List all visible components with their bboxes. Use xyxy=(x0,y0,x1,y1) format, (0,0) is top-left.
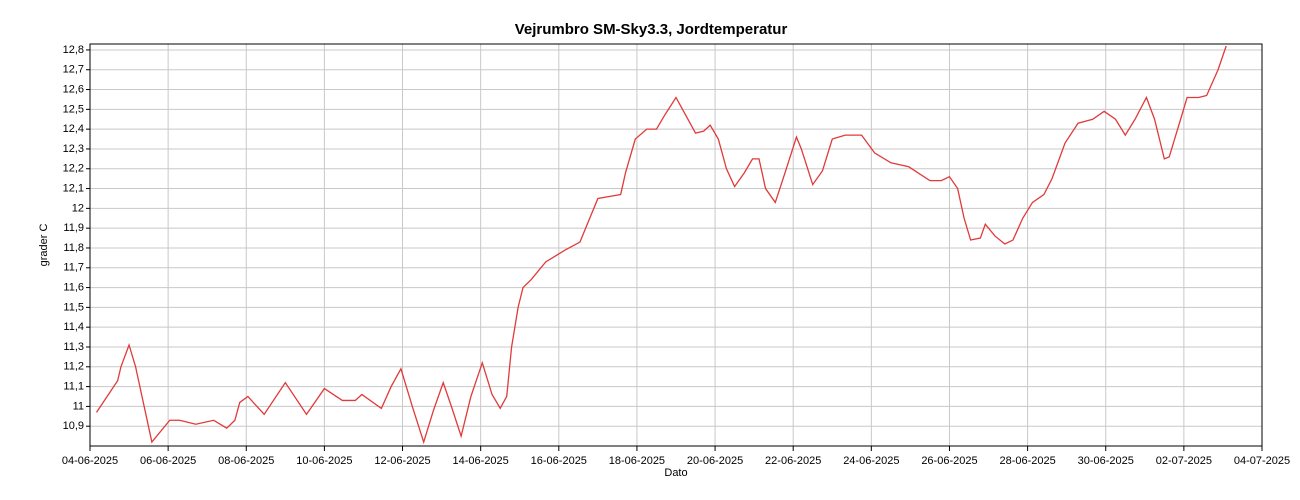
x-tick-label: 20-06-2025 xyxy=(687,455,743,467)
y-tick-label: 12,2 xyxy=(63,163,84,175)
x-tick-label: 18-06-2025 xyxy=(609,455,665,467)
y-tick-label: 12,7 xyxy=(63,64,84,76)
y-tick-label: 12,3 xyxy=(63,143,84,155)
plot-frame xyxy=(89,43,1263,447)
y-tick-label: 12,8 xyxy=(63,44,84,56)
y-tick-label: 11,6 xyxy=(63,281,84,293)
y-tick-label: 11,8 xyxy=(63,242,84,254)
x-tick-label: 04-07-2025 xyxy=(1234,455,1290,467)
x-tick-label: 08-06-2025 xyxy=(218,455,274,467)
x-tick-label: 28-06-2025 xyxy=(999,455,1055,467)
x-tick-label: 16-06-2025 xyxy=(531,455,587,467)
y-tick-label: 11,5 xyxy=(63,301,84,313)
x-tick-label: 30-06-2025 xyxy=(1078,455,1134,467)
y-tick-label: 11,7 xyxy=(63,262,84,274)
y-tick-label: 12,1 xyxy=(63,182,84,194)
x-tick-label: 10-06-2025 xyxy=(296,455,352,467)
x-tick-label: 02-07-2025 xyxy=(1156,455,1212,467)
chart-title: Vejrumbro SM-Sky3.3, Jordtemperatur xyxy=(515,21,788,38)
y-tick-label: 11,3 xyxy=(63,341,84,353)
x-axis-label: Dato xyxy=(664,467,687,479)
data-line xyxy=(95,45,1227,445)
x-tick-label: 22-06-2025 xyxy=(765,455,821,467)
y-tick-label: 11,9 xyxy=(63,222,84,234)
y-tick-label: 11,1 xyxy=(63,380,84,392)
grid xyxy=(89,44,1263,446)
x-tick-label: 06-06-2025 xyxy=(140,455,196,467)
y-tick-label: 12,4 xyxy=(63,123,84,135)
x-tick-label: 14-06-2025 xyxy=(453,455,509,467)
y-tick-label: 11 xyxy=(73,400,84,412)
y-tick-label: 10,9 xyxy=(63,420,84,432)
x-tick-label: 04-06-2025 xyxy=(62,455,118,467)
y-tick-label: 12,6 xyxy=(63,83,84,95)
x-tick-label: 12-06-2025 xyxy=(374,455,430,467)
y-tick-label: 12,5 xyxy=(63,103,84,115)
y-tick-label: 11,2 xyxy=(63,361,84,373)
x-tick-label: 26-06-2025 xyxy=(921,455,977,467)
x-tick-label: 24-06-2025 xyxy=(843,455,899,467)
y-tick-label: 12 xyxy=(72,202,84,214)
plot xyxy=(95,45,1227,445)
y-tick-label: 11,4 xyxy=(63,321,84,333)
y-axis-label: grader C xyxy=(38,224,50,267)
